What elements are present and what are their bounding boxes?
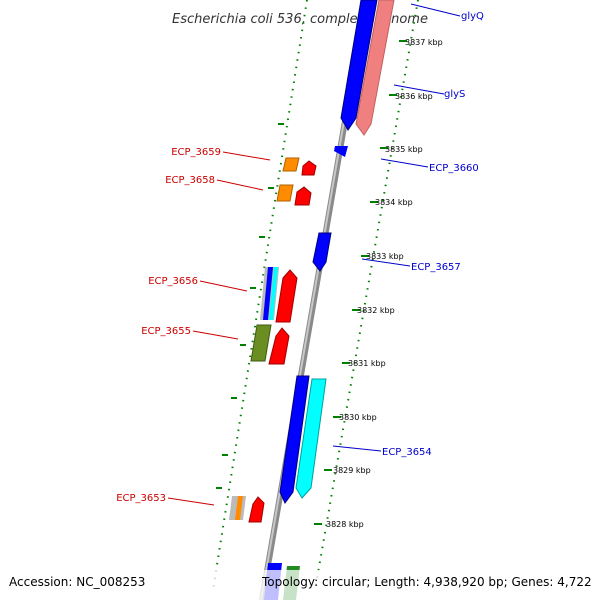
gene-ECP-3656-cyan[interactable] — [269, 267, 278, 320]
tick-label: 3835 kbp — [385, 145, 423, 154]
left-leader-lines — [167, 151, 271, 506]
gene-label[interactable]: ECP_3653 — [116, 493, 166, 504]
gene-ECP-3657-arrow[interactable] — [312, 232, 332, 272]
gene-label[interactable]: ECP_3654 — [382, 447, 432, 458]
gene-ECP-3659-red[interactable] — [301, 160, 317, 176]
tick-label: 3831 kbp — [348, 359, 386, 368]
tick-label: 3833 kbp — [366, 252, 404, 261]
gene-label[interactable]: glyS — [444, 89, 465, 100]
gene-ECP-3656-blue[interactable] — [263, 267, 273, 320]
tick-label: 3828 kbp — [326, 520, 364, 529]
gene-ECP-3654b-arrow[interactable] — [295, 378, 327, 499]
right-leader-lines — [332, 3, 461, 452]
kbp-ticks — [314, 40, 407, 525]
gene-label[interactable]: glyQ — [461, 11, 484, 22]
gene-ECP-3653-orange[interactable] — [235, 496, 243, 520]
gene-ECP-3656-red[interactable] — [275, 269, 298, 323]
left-guide-dashes — [216, 123, 284, 489]
gene-ECP-3658-red[interactable] — [294, 186, 312, 206]
gene-ECP-3653-red[interactable] — [248, 496, 265, 523]
gene-ECP-3655-red[interactable] — [268, 327, 290, 365]
gene-ECP-3658-orange[interactable] — [276, 184, 294, 202]
tick-label: 3836 kbp — [395, 92, 433, 101]
gene-ECP-3655-olive[interactable] — [250, 324, 272, 362]
accession-text: Accession: NC_008253 — [9, 575, 145, 589]
gene-ECP-3659-orange[interactable] — [282, 157, 300, 172]
tick-label: 3834 kbp — [375, 198, 413, 207]
tick-label: 3832 kbp — [357, 306, 395, 315]
gene-label[interactable]: ECP_3660 — [429, 163, 479, 174]
gene-label[interactable]: ECP_3659 — [171, 147, 221, 158]
gene-label[interactable]: ECP_3655 — [141, 326, 191, 337]
gene-ECP-3660-arrow[interactable] — [334, 146, 348, 157]
footer-background — [0, 570, 600, 600]
tick-label: 3837 kbp — [405, 38, 443, 47]
gene-label[interactable]: ECP_3657 — [411, 262, 461, 273]
topology-text: Topology: circular; Length: 4,938,920 bp… — [261, 575, 592, 589]
gene-ECP-3654a-arrow[interactable] — [279, 375, 310, 504]
gene-label[interactable]: ECP_3658 — [165, 175, 215, 186]
gene-label[interactable]: ECP_3656 — [148, 276, 198, 287]
tick-label: 3829 kbp — [333, 466, 371, 475]
tick-label: 3830 kbp — [339, 413, 377, 422]
gene-glyQ-arrow[interactable] — [340, 0, 378, 131]
gene-glyS-arrow[interactable] — [355, 0, 395, 136]
